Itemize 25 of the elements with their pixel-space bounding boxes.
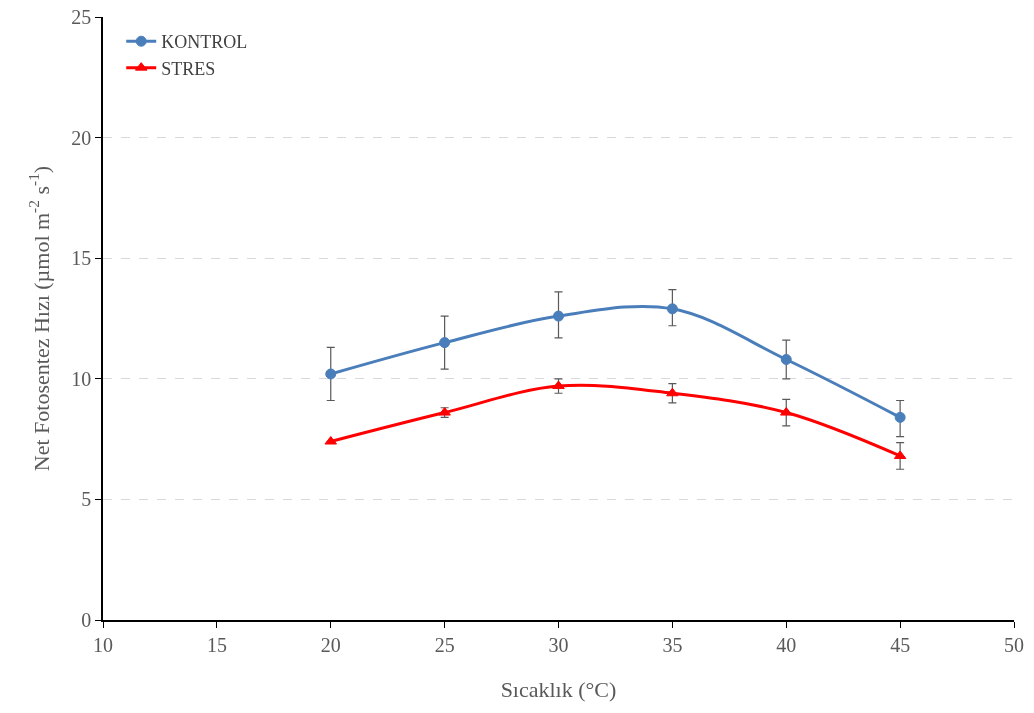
point xyxy=(553,310,564,322)
y-tick-label: 15 xyxy=(71,247,92,270)
x-tick-label: 15 xyxy=(206,633,227,656)
x-tick-label: 30 xyxy=(548,633,569,656)
point xyxy=(552,380,565,390)
y-tick-label: 5 xyxy=(81,488,92,511)
y-tick-label: 20 xyxy=(71,126,92,149)
point xyxy=(780,354,792,365)
point xyxy=(325,368,337,380)
x-tick-label: 45 xyxy=(890,633,911,656)
x-tick-label: 50 xyxy=(1004,633,1024,656)
y-tick-label: 10 xyxy=(71,367,92,390)
y-tick-label: 0 xyxy=(81,609,92,631)
x-tick-label: 40 xyxy=(776,633,797,656)
point xyxy=(439,337,451,349)
x-tick-label: 25 xyxy=(434,633,455,656)
x-tick-label: 20 xyxy=(320,633,341,656)
y-tick-label: 25 xyxy=(71,6,92,28)
point xyxy=(666,387,679,397)
legend-label: STRES xyxy=(161,58,216,79)
point xyxy=(666,303,678,315)
x-axis-title: Sıcaklık (°C) xyxy=(500,676,617,702)
x-tick-label: 35 xyxy=(662,633,683,656)
legend-label: KONTROL xyxy=(161,32,248,53)
point xyxy=(894,411,906,423)
